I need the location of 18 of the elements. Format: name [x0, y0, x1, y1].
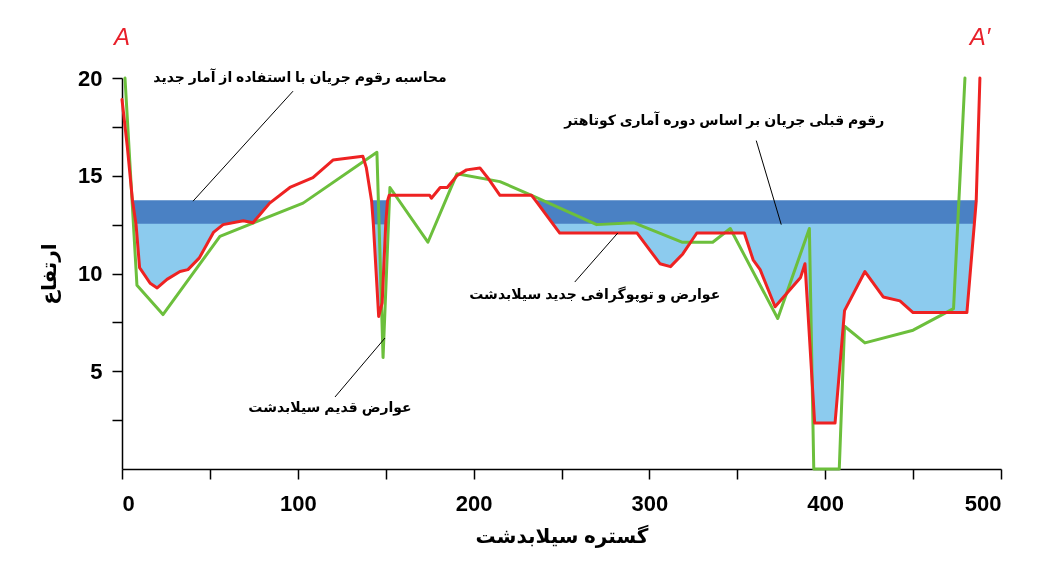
x-axis-title: گستره سیلابدشت: [475, 523, 649, 548]
y-tick-label: 15: [78, 163, 103, 189]
text: A′: [967, 23, 992, 50]
x-tick-label: 200: [455, 490, 493, 516]
annotation: رقوم قبلی جریان بر اساس دوره آماری کوتاهتر: [563, 110, 885, 129]
x-tick-label: 100: [279, 490, 317, 516]
annotation: محاسبه رقوم جریان با استفاده از آمار جدید: [153, 68, 447, 87]
x-tick-label: 300: [631, 490, 669, 516]
y-tick-label: 10: [78, 261, 103, 286]
y-tick-label: 20: [78, 65, 103, 91]
text: A: [111, 23, 131, 50]
x-tick-label: 400: [807, 490, 845, 516]
y-axis-title: ارتفاع: [38, 243, 62, 305]
annotation: عوارض و توپوگرافی جدید سیلابدشت: [469, 286, 721, 304]
annotation: عوارض قدیم سیلابدشت: [248, 399, 412, 417]
x-tick-label: 0: [122, 490, 135, 516]
x-tick-label: 500: [964, 490, 1002, 516]
y-tick-label: 5: [90, 358, 103, 384]
